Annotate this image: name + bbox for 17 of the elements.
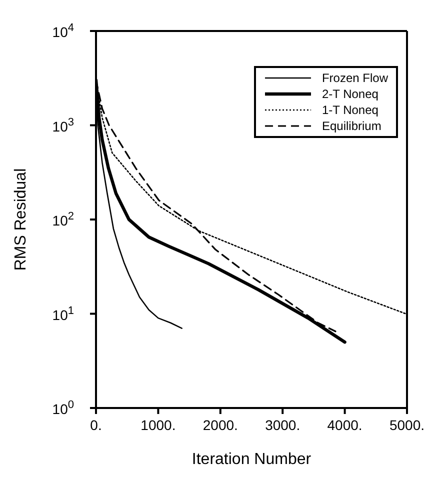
y-tick-label: 10$^{2}$ <box>52 210 74 228</box>
x-tick-label: 5000. <box>389 417 425 433</box>
y-tick-label: 10$^{1}$ <box>52 304 74 323</box>
x-tick-label: 1000. <box>140 417 176 433</box>
x-tick-label: 0. <box>90 417 102 433</box>
x-tick-label: 4000. <box>327 417 362 433</box>
legend-label: 1-T Noneq <box>322 102 378 118</box>
legend-label: 2-T Noneq <box>322 86 378 102</box>
x-tick-label: 2000. <box>202 417 238 433</box>
y-tick-label: 10$^{0}$ <box>52 399 74 417</box>
y-tick-label: 10$^{3}$ <box>52 116 74 134</box>
y-tick-label: 10$^{4}$ <box>52 22 74 40</box>
legend-label: Equilibrium <box>322 118 382 134</box>
legend-label: Frozen Flow <box>322 70 388 86</box>
x-axis-title: Iteration Number <box>192 451 312 468</box>
x-tick-label: 3000. <box>265 417 300 433</box>
y-axis-title: RMS Residual <box>12 168 30 271</box>
